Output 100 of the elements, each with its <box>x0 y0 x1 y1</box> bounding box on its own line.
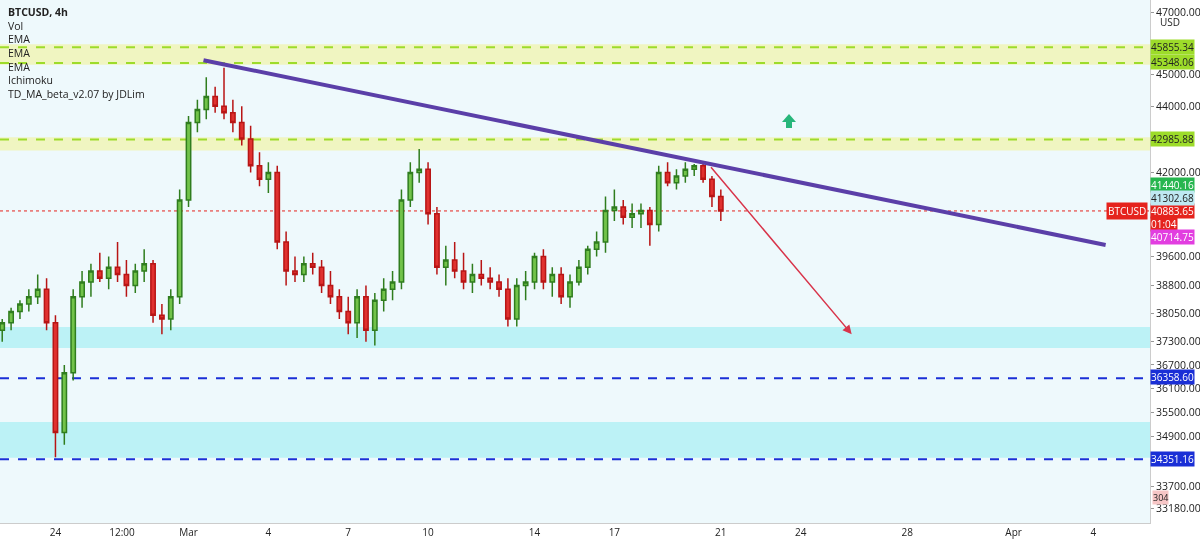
annotation: BTCUSD <box>1108 204 1147 218</box>
x-tick-label: 4 <box>1090 525 1097 539</box>
y-tick-label: 36700.00 <box>1156 357 1200 372</box>
candlestick <box>203 76 210 120</box>
candlestick <box>584 244 591 276</box>
candlestick <box>664 161 671 187</box>
candlestick <box>176 188 183 305</box>
candlestick <box>318 259 325 294</box>
candlestick <box>460 252 467 290</box>
candlestick <box>487 266 494 290</box>
y-tick-label: 38800.00 <box>1156 278 1200 293</box>
x-tick-label: 24 <box>794 525 807 539</box>
candlestick <box>0 318 6 343</box>
x-tick-label: Apr <box>1005 525 1022 539</box>
candlestick <box>496 273 502 298</box>
ref-line-label: 42985.88 <box>1151 132 1194 146</box>
x-tick-label: 21 <box>715 525 727 539</box>
candlestick <box>567 273 573 309</box>
y-tick-label: 45000.00 <box>1156 66 1200 81</box>
candlestick <box>274 164 281 251</box>
candlestick <box>283 230 290 287</box>
ref-line-label: 45855.34 <box>1151 40 1194 54</box>
candlestick <box>363 284 369 343</box>
candlestick <box>371 292 378 347</box>
ref-line-label: 36358.60 <box>1151 370 1194 384</box>
candlestick <box>345 295 352 335</box>
annotation: 41440.16 <box>1151 178 1194 192</box>
text: BTCUSD, 4h <box>8 5 69 19</box>
candlestick <box>611 188 618 222</box>
y-tick-label: 38050.00 <box>1156 306 1200 321</box>
candlestick <box>673 168 680 191</box>
candlestick <box>17 299 23 320</box>
candlestick <box>380 277 387 313</box>
annotation: 01:04 <box>1151 217 1177 231</box>
candlestick <box>549 266 556 298</box>
candlestick <box>336 288 343 320</box>
candlestick <box>504 277 511 328</box>
candlestick <box>513 277 520 328</box>
candlestick <box>620 199 627 226</box>
x-tick-label: 12:00 <box>109 525 136 539</box>
annotation: 40714.75 <box>1151 230 1194 244</box>
y-tick-label: 39600.00 <box>1156 249 1200 264</box>
candlestick <box>221 67 227 120</box>
candlestick <box>132 262 139 294</box>
candlestick <box>451 241 458 279</box>
candlestick <box>79 270 85 309</box>
x-tick-label: 17 <box>608 525 621 539</box>
candlestick <box>105 255 112 290</box>
candlestick <box>700 161 707 184</box>
candlestick <box>593 230 600 258</box>
x-tick-label: 10 <box>422 525 435 539</box>
candlestick <box>8 307 15 332</box>
candlestick <box>96 252 103 283</box>
candlestick <box>540 248 547 290</box>
x-tick-label: 24 <box>49 525 62 539</box>
candlestick <box>407 161 414 208</box>
y-tick-label: 34900.00 <box>1156 429 1200 444</box>
candlestick <box>212 86 219 114</box>
y-tick-label: 36100.00 <box>1156 381 1200 396</box>
candlestick <box>416 148 423 184</box>
candlestick <box>292 255 298 283</box>
candlestick <box>123 259 130 298</box>
candlestick <box>256 151 263 187</box>
y-tick-label: 33700.00 <box>1156 479 1200 494</box>
x-tick-label: 14 <box>528 525 541 539</box>
candlestick <box>43 277 50 332</box>
candlestick <box>522 270 529 302</box>
candlestick <box>442 244 449 287</box>
x-tick-label: Mar <box>179 525 198 539</box>
candlestick <box>709 175 715 208</box>
candlestick <box>34 273 41 305</box>
ref-line-label: 45348.06 <box>1151 55 1194 69</box>
candlestick <box>88 262 94 298</box>
candlestick <box>717 188 724 222</box>
candlestick <box>691 163 698 177</box>
text: 304 <box>1153 491 1169 504</box>
candlestick <box>158 303 165 335</box>
candlestick <box>265 161 272 194</box>
y-tick-label: 37300.00 <box>1156 334 1200 349</box>
ref-line-label: 40883.65 <box>1151 204 1194 218</box>
candlestick <box>141 248 148 283</box>
x-tick-label: 7 <box>345 525 352 539</box>
y-tick-label: 35500.00 <box>1156 405 1200 420</box>
candlestick <box>575 259 582 287</box>
annotation: EMA <box>8 45 31 60</box>
candlestick <box>629 202 636 229</box>
candlestick <box>425 161 431 226</box>
candlestick <box>309 252 316 276</box>
candlestick <box>354 288 361 339</box>
candlestick <box>61 364 68 446</box>
candlestick <box>638 202 644 229</box>
candlestick <box>238 105 245 147</box>
candlestick <box>434 206 440 276</box>
y-tick-label: 33180.00 <box>1156 501 1200 516</box>
ref-line-label: 34351.16 <box>1151 452 1194 466</box>
candlestick <box>247 125 254 174</box>
annotation: Vol <box>8 18 24 33</box>
candlestick <box>646 206 653 247</box>
candlestick <box>478 259 485 287</box>
candlestick <box>229 98 236 134</box>
